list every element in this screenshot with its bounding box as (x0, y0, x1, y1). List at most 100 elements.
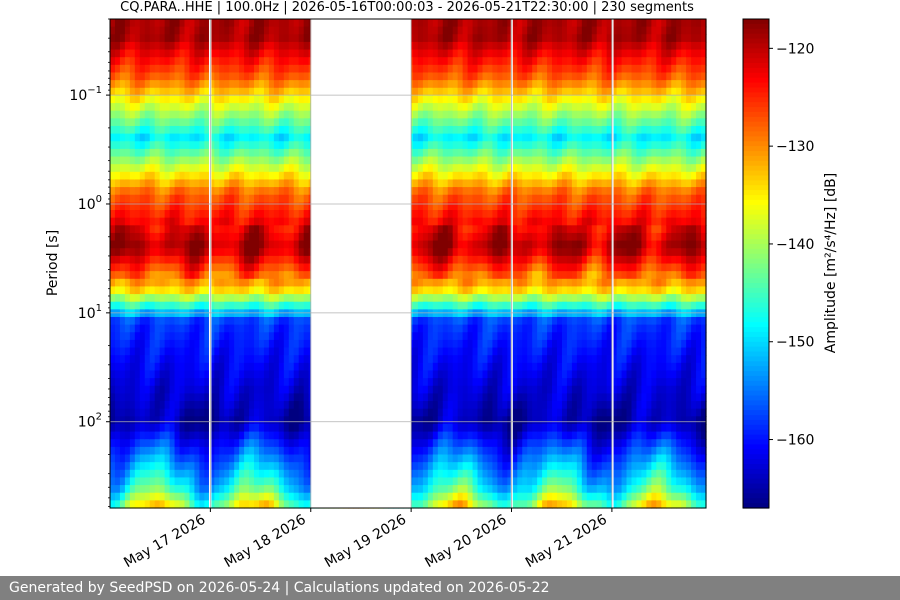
heatmap-cell (492, 477, 498, 486)
heatmap-cell (472, 500, 479, 509)
heatmap-cell (278, 263, 285, 272)
heatmap-cell (174, 347, 181, 356)
heatmap-cell (154, 485, 161, 494)
heatmap-cell (159, 87, 166, 97)
heatmap-cell (273, 462, 280, 471)
heatmap-cell (263, 500, 270, 509)
heatmap-cell (139, 286, 146, 295)
heatmap-cell (303, 439, 310, 448)
heatmap-cell (482, 64, 489, 74)
heatmap-cell (259, 309, 265, 318)
heatmap-cell (234, 110, 240, 119)
heatmap-cell (129, 72, 136, 81)
heatmap-cell (278, 255, 285, 265)
heatmap-cell (482, 232, 489, 242)
heatmap-cell (477, 271, 484, 280)
heatmap-cell (422, 378, 429, 387)
heatmap-cell (249, 72, 255, 81)
heatmap-cell (224, 225, 230, 234)
heatmap-cell (293, 485, 300, 494)
heatmap-cell (199, 378, 205, 387)
heatmap-cell (154, 324, 161, 333)
heatmap-cell (134, 141, 141, 150)
heatmap-cell (487, 171, 494, 181)
heatmap-cell (288, 95, 295, 104)
heatmap-cell (169, 469, 176, 479)
heatmap-cell (179, 255, 186, 265)
heatmap-cell (134, 232, 141, 242)
heatmap-cell (482, 309, 489, 318)
heatmap-cell (442, 362, 449, 372)
heatmap-cell (144, 187, 151, 196)
heatmap-cell (219, 156, 225, 165)
heatmap-cell (234, 286, 240, 295)
heatmap-cell (412, 217, 419, 226)
heatmap-cell (164, 72, 171, 81)
heatmap-cell (283, 263, 290, 272)
heatmap-cell (234, 378, 240, 387)
heatmap-cell (214, 248, 220, 257)
heatmap-cell (114, 80, 121, 89)
heatmap-cell (189, 240, 196, 249)
heatmap-cell (139, 347, 146, 356)
heatmap-cell (278, 187, 285, 196)
heatmap-cell (189, 255, 196, 265)
heatmap-cell (303, 64, 310, 74)
heatmap-cell (268, 462, 275, 471)
heatmap-cell (119, 416, 126, 425)
heatmap-cell (174, 500, 181, 509)
heatmap-cell (462, 263, 469, 272)
heatmap-cell (189, 171, 196, 181)
heatmap-cell (219, 148, 225, 158)
heatmap-cell (467, 500, 474, 509)
heatmap-cell (244, 34, 250, 43)
heatmap-cell (288, 485, 295, 494)
heatmap-cell (278, 125, 285, 135)
heatmap-cell (119, 210, 126, 219)
heatmap-cell (114, 225, 121, 234)
heatmap-cell (452, 255, 459, 265)
heatmap-cell (144, 309, 151, 318)
heatmap-cell (303, 240, 310, 249)
heatmap-cell (144, 80, 151, 89)
heatmap-cell (452, 462, 459, 471)
heatmap-cell (239, 240, 245, 249)
heatmap-cell (412, 286, 419, 295)
heatmap-cell (134, 416, 141, 425)
heatmap-cell (437, 194, 444, 203)
heatmap-cell (422, 362, 429, 372)
heatmap-cell (154, 171, 161, 181)
heatmap-cell (422, 301, 429, 310)
heatmap-cell (239, 271, 245, 280)
heatmap-cell (229, 34, 235, 43)
heatmap-cell (119, 446, 126, 456)
heatmap-cell (194, 485, 200, 494)
heatmap-cell (159, 263, 166, 272)
heatmap-cell (239, 347, 245, 356)
heatmap-cell (467, 210, 474, 219)
heatmap-cell (179, 309, 186, 318)
heatmap-cell (214, 118, 220, 127)
heatmap-cell (447, 339, 454, 349)
heatmap-cell (219, 408, 225, 417)
heatmap-cell (472, 401, 479, 410)
heatmap-cell (114, 240, 121, 249)
heatmap-cell (263, 416, 270, 425)
heatmap-cell (477, 446, 484, 456)
heatmap-cell (288, 301, 295, 310)
heatmap-cell (244, 118, 250, 127)
heatmap-cell (427, 469, 434, 479)
heatmap-cell (224, 171, 230, 181)
heatmap-cell (124, 500, 131, 509)
heatmap-cell (437, 378, 444, 387)
heatmap-cell (239, 103, 245, 112)
heatmap-cell (124, 324, 131, 333)
heatmap-cell (169, 301, 176, 310)
heatmap-cell (254, 118, 260, 127)
heatmap-cell (487, 194, 494, 203)
heatmap-cell (472, 19, 479, 28)
heatmap-cell (164, 462, 171, 471)
heatmap-cell (417, 41, 424, 51)
heatmap-cell (288, 416, 295, 425)
heatmap-cell (234, 194, 240, 203)
